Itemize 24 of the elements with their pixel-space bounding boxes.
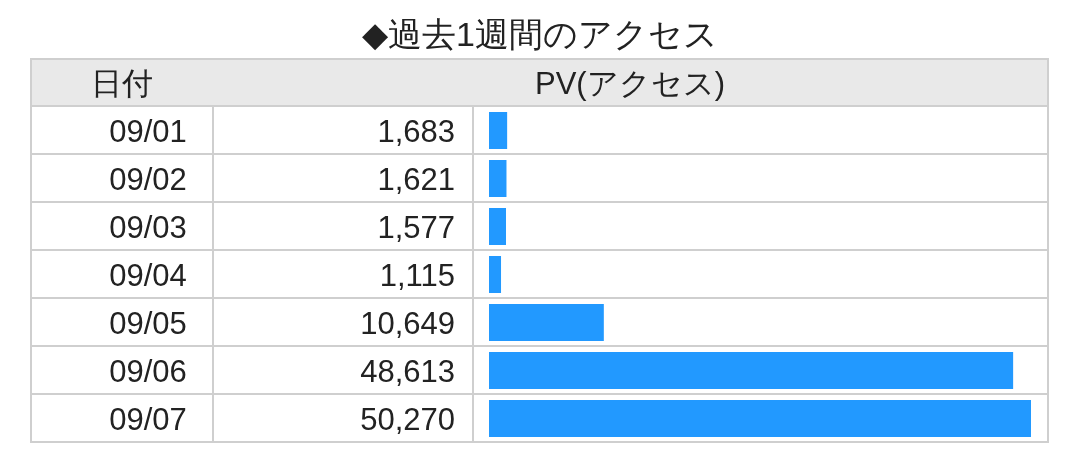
data-label: 1,115 (379, 258, 455, 293)
bar (489, 112, 508, 149)
y-tick-label: 09/05 (109, 306, 187, 341)
bar (489, 208, 506, 245)
bar (489, 400, 1031, 437)
data-label: 1,621 (377, 162, 455, 197)
bar (489, 256, 502, 293)
bar (489, 352, 1014, 389)
y-tick-label: 09/03 (109, 210, 187, 245)
bar (489, 160, 507, 197)
y-tick-label: 09/04 (109, 258, 187, 293)
y-tick-label: 09/02 (109, 162, 187, 197)
y-tick-label: 09/01 (109, 114, 187, 149)
y-axis-title: 日付 (91, 66, 153, 101)
data-label: 10,649 (360, 306, 455, 341)
y-tick-label: 09/07 (109, 402, 187, 437)
data-label: 1,683 (377, 114, 455, 149)
data-label: 48,613 (360, 354, 455, 389)
bar (489, 304, 604, 341)
data-label: 1,577 (377, 210, 455, 245)
chart-title: ◆過去1週間のアクセス (361, 15, 719, 53)
x-axis-title: PV(アクセス) (535, 66, 725, 101)
y-tick-label: 09/06 (109, 354, 187, 389)
data-label: 50,270 (360, 402, 455, 437)
